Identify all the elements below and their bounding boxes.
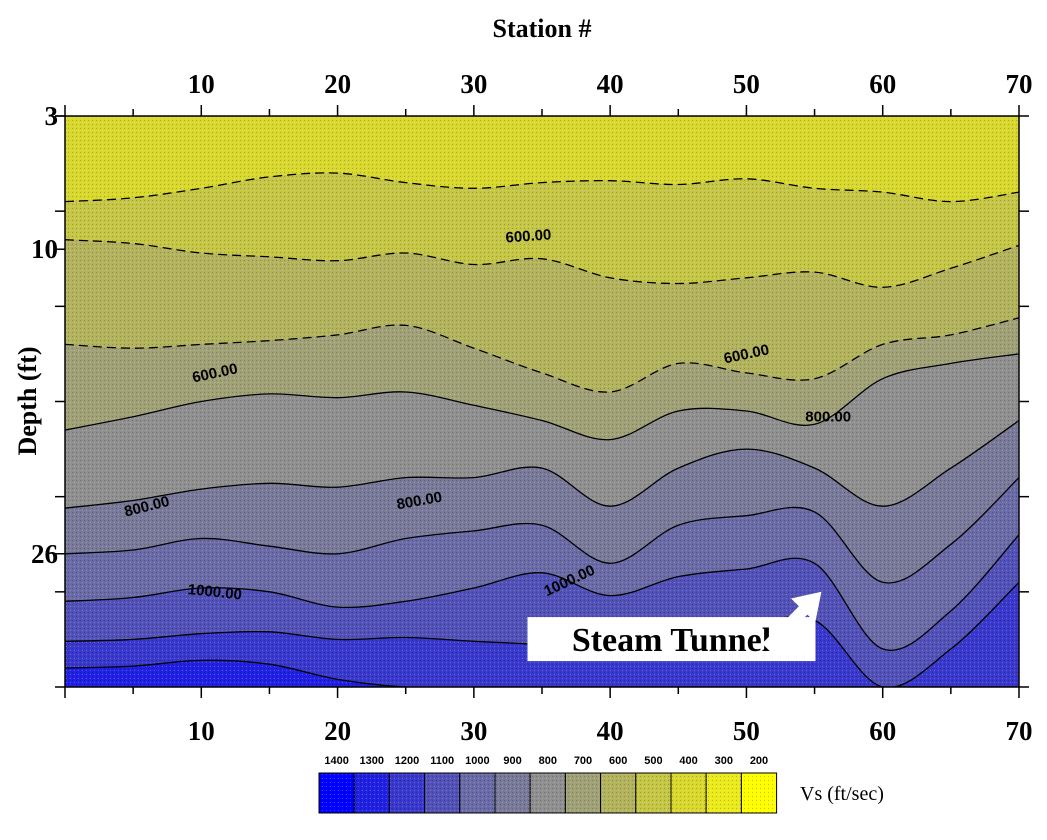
annotation-arrow-icon bbox=[762, 591, 822, 652]
x-tick-label-bottom: 70 bbox=[1006, 716, 1033, 746]
x-tick-label-top: 30 bbox=[460, 69, 487, 99]
legend-level-label: 1000 bbox=[465, 755, 489, 767]
y-tick-label: 26 bbox=[31, 539, 58, 569]
legend-level-label: 600 bbox=[609, 755, 627, 767]
legend-level-label: 300 bbox=[715, 755, 733, 767]
x-tick-label-bottom: 30 bbox=[460, 716, 487, 746]
contour-line bbox=[65, 419, 1019, 509]
x-tick-label-top: 70 bbox=[1006, 69, 1033, 99]
contour-label: 1000.00 bbox=[187, 581, 243, 604]
legend-title: Vs (ft/sec) bbox=[800, 783, 884, 805]
contour-line bbox=[65, 477, 1019, 584]
contour-line bbox=[65, 659, 1019, 687]
contour-line bbox=[65, 353, 1019, 441]
texture-overlay bbox=[65, 116, 1019, 687]
y-tick-label: 3 bbox=[45, 101, 59, 131]
legend-level-label: 1200 bbox=[395, 755, 419, 767]
contour-label-text: 1000.00 bbox=[187, 581, 243, 604]
x-tick-label-bottom: 20 bbox=[324, 716, 351, 746]
legend-level-label: 900 bbox=[503, 755, 521, 767]
legend-level-label: 400 bbox=[679, 755, 697, 767]
legend-level-label: 200 bbox=[750, 755, 768, 767]
legend: 1400 1300 1200 1100 1000 900 800 700 600 500 400 30… bbox=[318, 755, 884, 814]
x-tick-label-bottom: 10 bbox=[188, 716, 215, 746]
contour-line bbox=[65, 172, 1019, 203]
steam-tunnel-annotation: Steam Tunnel bbox=[527, 591, 822, 662]
annotation-label: Steam Tunnel bbox=[572, 622, 771, 659]
legend-level-label: 700 bbox=[574, 755, 592, 767]
x-tick-label-top: 20 bbox=[324, 69, 351, 99]
x-tick-label-top: 50 bbox=[733, 69, 760, 99]
x-tick-label-bottom: 60 bbox=[869, 716, 896, 746]
y-tick-label: 10 bbox=[31, 234, 58, 264]
contour-line bbox=[65, 317, 1019, 393]
x-tick-label-top: 60 bbox=[869, 69, 896, 99]
legend-level-label: 1100 bbox=[430, 755, 454, 767]
x-tick-label-top: 40 bbox=[597, 69, 624, 99]
legend-level-label: 500 bbox=[644, 755, 662, 767]
y-axis-title: Depth (ft) bbox=[13, 346, 42, 455]
legend-texture bbox=[319, 773, 777, 813]
contour-label-text: 800.00 bbox=[805, 409, 851, 426]
legend-level-label: 800 bbox=[539, 755, 557, 767]
contour-label: 600.00 bbox=[505, 226, 552, 246]
x-tick-label-bottom: 40 bbox=[597, 716, 624, 746]
x-tick-label-top: 10 bbox=[188, 69, 215, 99]
legend-level-label: 1300 bbox=[360, 755, 384, 767]
contour-label-text: 600.00 bbox=[505, 226, 552, 246]
axes: 10 10 20 20 30 30 40 40 50 50 60 60 70 70 3 10 26 bbox=[31, 69, 1033, 746]
legend-level-label: 1400 bbox=[324, 755, 348, 767]
contour-line bbox=[65, 534, 1019, 651]
x-tick-label-bottom: 50 bbox=[733, 716, 760, 746]
contour-label: 800.00 bbox=[805, 409, 851, 426]
contour-line bbox=[65, 239, 1019, 288]
x-axis-title: Station # bbox=[493, 14, 592, 43]
